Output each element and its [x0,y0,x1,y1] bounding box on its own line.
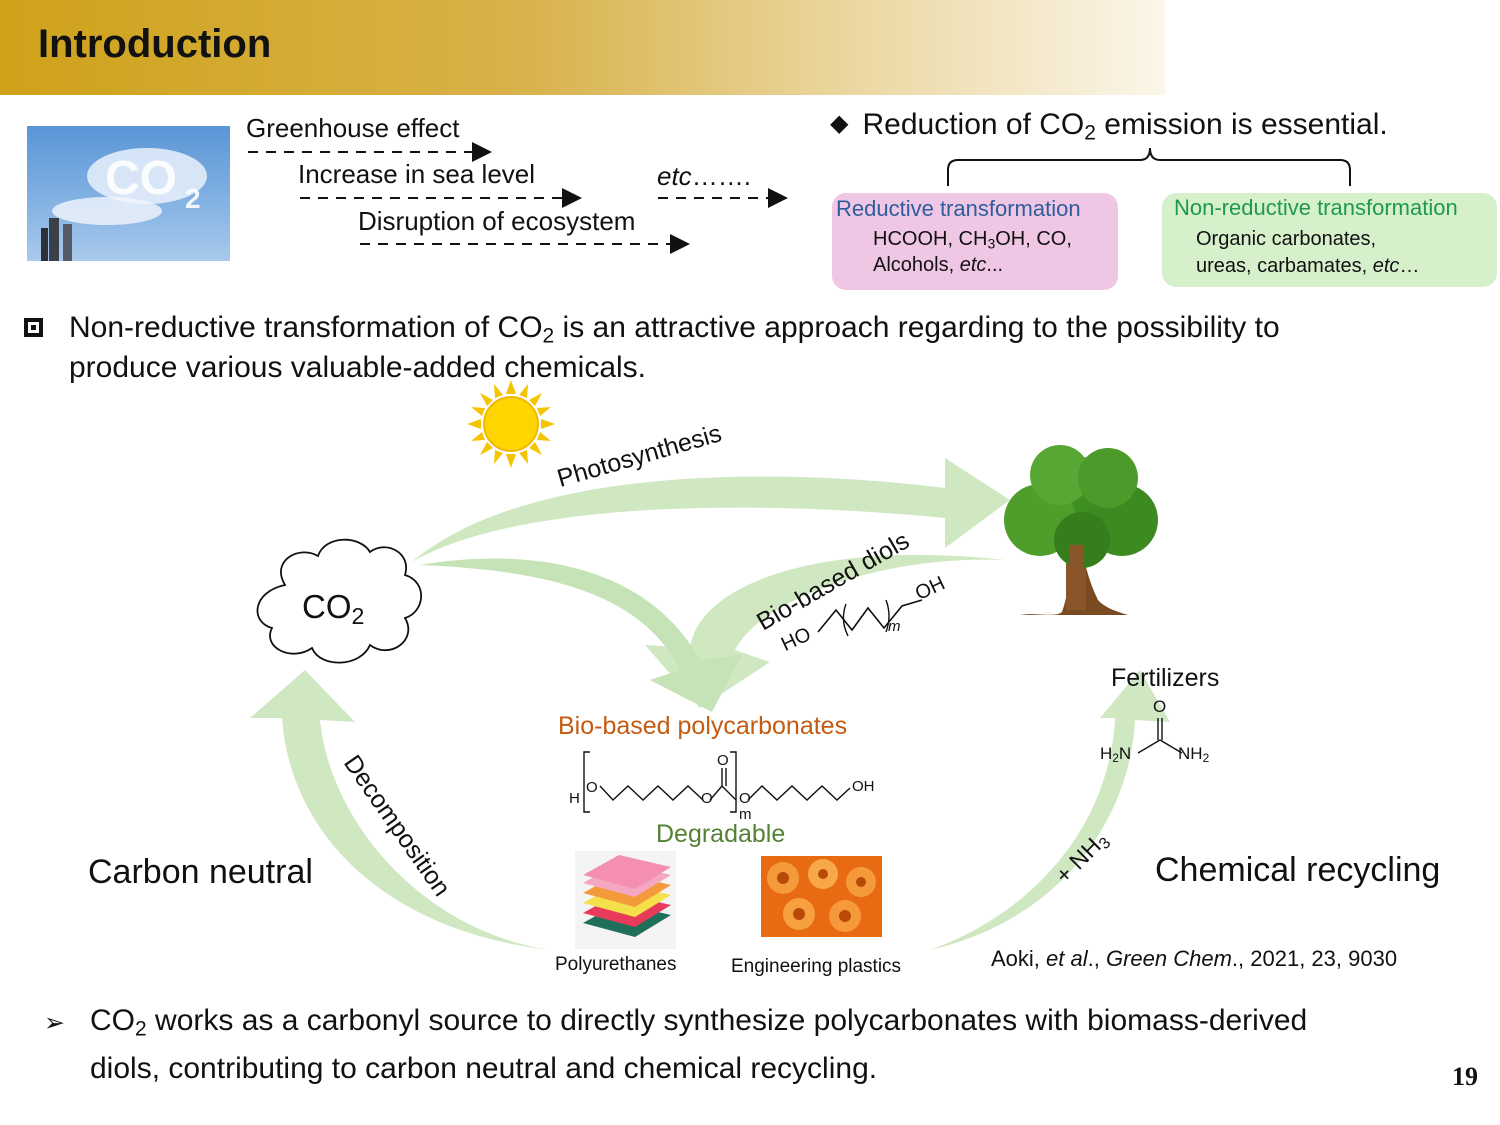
effect-arrows [248,142,1351,254]
urea-o: O [1153,697,1167,716]
statement-line1: Non-reductive transformation of CO2 is a… [69,311,1280,348]
chemical-recycling-arrow [930,670,1170,950]
pc-o3: O [717,752,729,769]
page-title: Introduction [38,22,272,66]
co2-label: CO2 [302,588,365,629]
page-number: 19 [1452,1062,1478,1091]
effect-sea-level: Increase in sea level [298,159,536,189]
conclusion-line1: CO2 works as a carbonyl source to direct… [90,1004,1308,1041]
bio-polycarbonates-label: Bio-based polycarbonates [558,712,848,740]
reductive-title: Reductive transformation [836,196,1081,221]
nonreductive-title: Non-reductive transformation [1174,195,1458,220]
effect-etc: etc……. [657,161,751,191]
pc-m: m [739,806,752,823]
sun-icon [467,380,555,468]
header-bar [0,0,1165,95]
effect-greenhouse: Greenhouse effect [246,113,460,143]
decomposition-arrow [250,670,550,950]
arrow-bullet-icon: ➢ [44,1009,65,1037]
tree-icon [1004,445,1158,615]
svg-text:CO: CO [105,152,177,205]
bio-diols-arrow [645,554,1005,708]
reductive-box [832,193,1118,290]
fertilizers-label: Fertilizers [1111,664,1220,692]
reductive-line2: Alcohols, etc... [873,254,1004,276]
citation: Aoki, et al., Green Chem., 2021, 23, 903… [991,946,1398,971]
polycarbonate-structure [583,751,851,813]
nonreductive-line2: ureas, carbamates, etc… [1196,255,1420,277]
nonreductive-line1: Organic carbonates, [1196,228,1377,250]
engineering-plastics-photo [761,856,882,937]
pc-h: H [569,790,580,807]
carbon-neutral-label: Carbon neutral [88,853,313,891]
square-bullet-icon [24,318,43,337]
diol-structure [817,599,923,633]
co2-smoke-photo: CO 2 [27,126,230,261]
urea-nh2: NH2 [1178,744,1210,765]
urea-h2n: H2N [1100,744,1132,765]
engineering-plastics-label: Engineering plastics [731,956,902,977]
svg-text:2: 2 [185,183,201,214]
polyurethanes-label: Polyurethanes [555,954,677,975]
pc-o1: O [586,779,598,796]
co2-cloud-icon [256,538,422,664]
urea-structure [1137,718,1183,754]
pc-oh: OH [852,778,875,795]
reductive-line1: HCOOH, CH3OH, CO, [873,228,1072,252]
chemical-recycling-label: Chemical recycling [1155,851,1441,889]
polyurethanes-photo [575,851,676,949]
conclusion-line2: diols, contributing to carbon neutral an… [90,1052,878,1085]
degradable-label: Degradable [656,820,786,848]
diol-m: m [888,618,901,635]
effect-ecosystem: Disruption of ecosystem [358,206,636,236]
co2-to-polycarbonate-arrow [420,558,742,712]
reduction-statement: ◆ Reduction of CO2 emission is essential. [830,108,1388,145]
pc-o2: O [701,790,713,807]
statement-line2: produce various valuable-added chemicals… [69,351,647,384]
pc-o4: O [739,790,751,807]
photosynthesis-arrow [412,458,1010,562]
nonreductive-box [1162,193,1497,287]
